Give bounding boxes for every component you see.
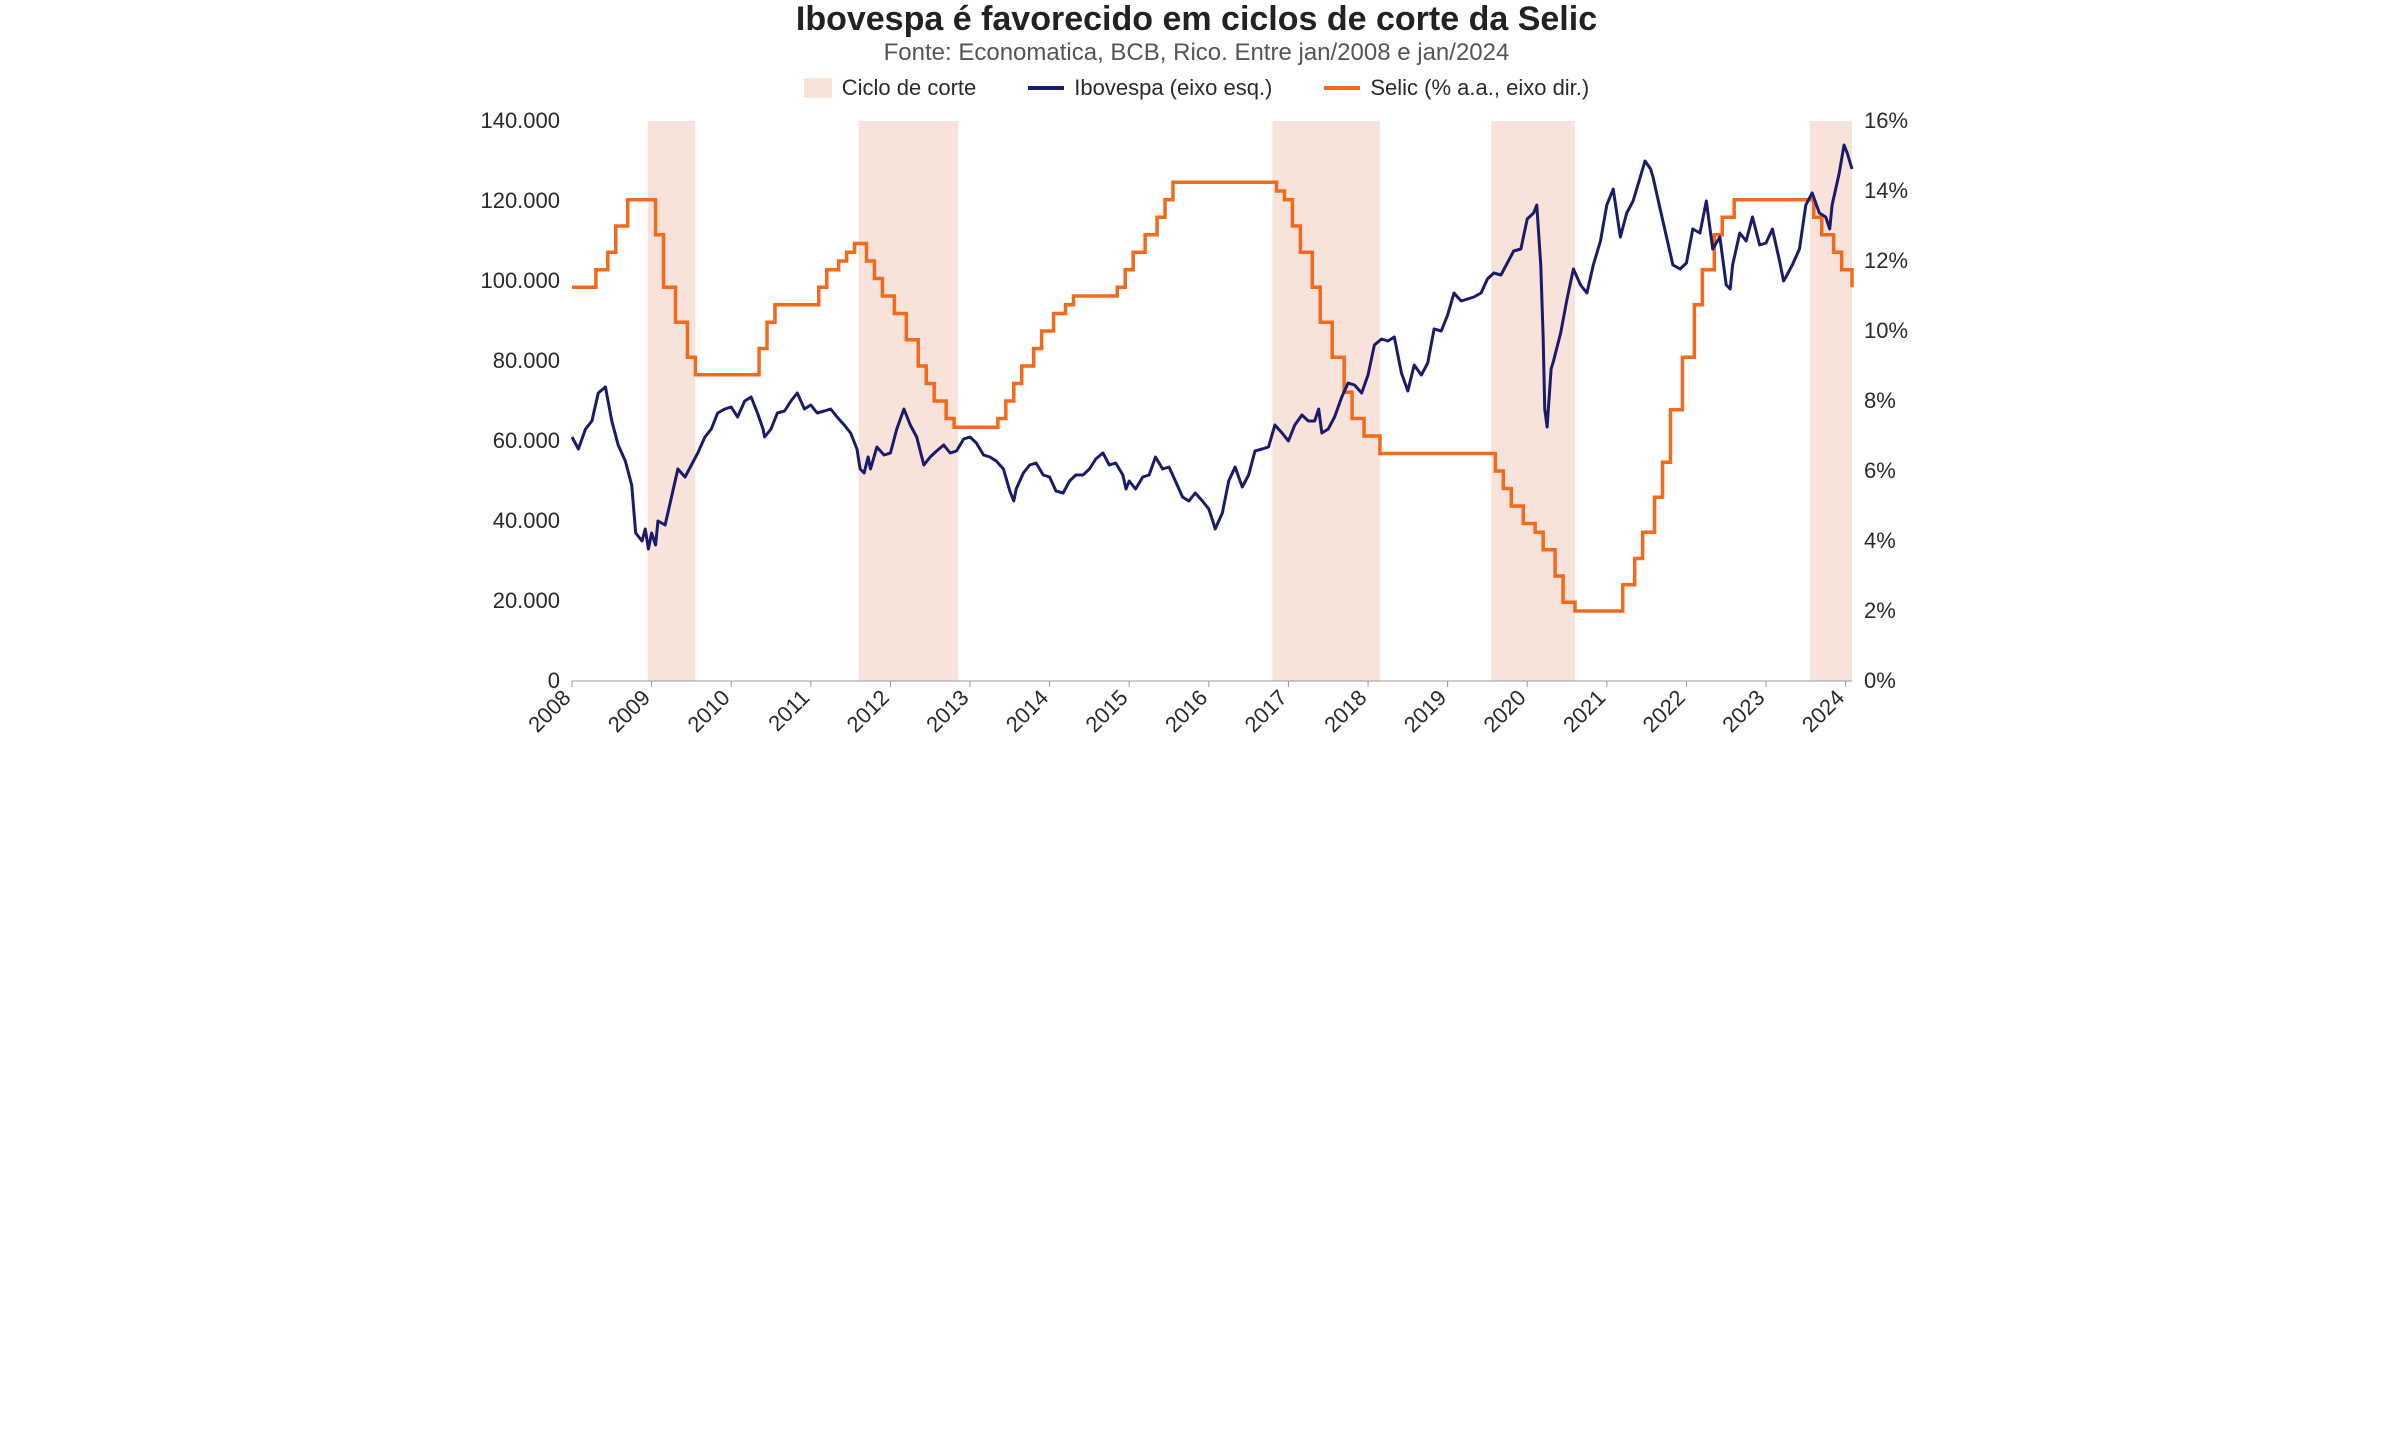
chart-plot: 020.00040.00060.00080.000100.000120.0001… xyxy=(462,101,1932,761)
svg-text:10%: 10% xyxy=(1864,318,1908,343)
legend-item-selic: Selic (% a.a., eixo dir.) xyxy=(1324,75,1589,101)
chart-container: Ibovespa é favorecido em ciclos de corte… xyxy=(462,0,1932,884)
svg-text:2011: 2011 xyxy=(763,685,814,736)
svg-text:2016: 2016 xyxy=(1160,685,1212,737)
svg-text:60.000: 60.000 xyxy=(492,428,559,453)
svg-text:100.000: 100.000 xyxy=(480,268,560,293)
legend-swatch-selic xyxy=(1324,86,1360,90)
svg-text:4%: 4% xyxy=(1864,528,1896,553)
svg-text:2014: 2014 xyxy=(1000,685,1052,737)
legend-item-ibov: Ibovespa (eixo esq.) xyxy=(1028,75,1272,101)
svg-text:120.000: 120.000 xyxy=(480,188,560,213)
svg-text:14%: 14% xyxy=(1864,178,1908,203)
svg-text:140.000: 140.000 xyxy=(480,108,560,133)
legend-label-ibov: Ibovespa (eixo esq.) xyxy=(1074,75,1272,101)
svg-text:20.000: 20.000 xyxy=(492,588,559,613)
legend-item-ciclo: Ciclo de corte xyxy=(804,75,977,101)
legend-swatch-ibov xyxy=(1028,86,1064,90)
svg-text:2018: 2018 xyxy=(1319,685,1371,737)
chart-legend: Ciclo de corte Ibovespa (eixo esq.) Seli… xyxy=(462,75,1932,101)
chart-subtitle: Fonte: Economatica, BCB, Rico. Entre jan… xyxy=(462,39,1932,67)
legend-label-ciclo: Ciclo de corte xyxy=(842,75,977,101)
svg-text:2020: 2020 xyxy=(1478,685,1530,737)
svg-text:2024: 2024 xyxy=(1796,685,1848,737)
svg-text:2017: 2017 xyxy=(1239,685,1291,737)
svg-text:16%: 16% xyxy=(1864,108,1908,133)
svg-text:40.000: 40.000 xyxy=(492,508,559,533)
svg-text:2%: 2% xyxy=(1864,598,1896,623)
svg-text:2019: 2019 xyxy=(1398,685,1450,737)
svg-text:2023: 2023 xyxy=(1717,685,1769,737)
svg-text:6%: 6% xyxy=(1864,458,1896,483)
svg-text:0%: 0% xyxy=(1864,668,1896,693)
svg-text:2009: 2009 xyxy=(602,685,654,737)
svg-text:2010: 2010 xyxy=(682,685,734,737)
svg-text:2008: 2008 xyxy=(523,685,575,737)
svg-text:2012: 2012 xyxy=(841,685,893,737)
legend-swatch-ciclo xyxy=(804,78,832,98)
svg-text:2022: 2022 xyxy=(1637,685,1689,737)
svg-text:12%: 12% xyxy=(1864,248,1908,273)
svg-text:80.000: 80.000 xyxy=(492,348,559,373)
chart-title: Ibovespa é favorecido em ciclos de corte… xyxy=(462,0,1932,39)
legend-label-selic: Selic (% a.a., eixo dir.) xyxy=(1370,75,1589,101)
svg-text:2015: 2015 xyxy=(1080,685,1132,737)
svg-text:8%: 8% xyxy=(1864,388,1896,413)
svg-text:2013: 2013 xyxy=(921,685,973,737)
svg-text:2021: 2021 xyxy=(1558,685,1610,737)
